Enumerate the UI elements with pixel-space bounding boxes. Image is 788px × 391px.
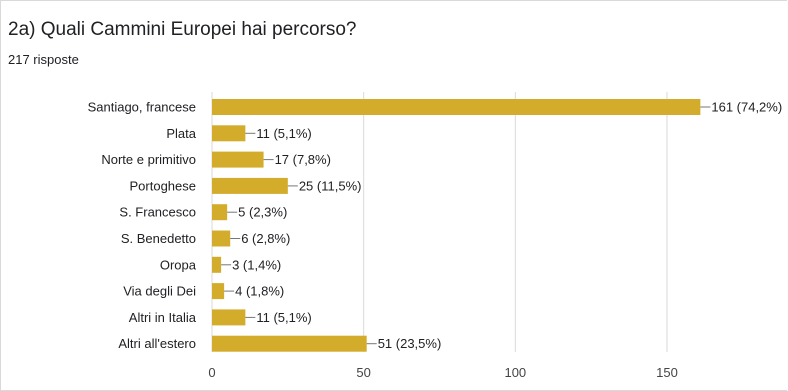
category-label: S. Benedetto [121, 231, 196, 246]
x-tick-label: 50 [356, 365, 370, 380]
data-label: 5 (2,3%) [238, 205, 287, 220]
response-count: 217 risposte [8, 52, 79, 67]
bar [212, 177, 288, 194]
bar [212, 151, 264, 168]
question-title: 2a) Quali Cammini Europei hai percorso? [8, 19, 357, 40]
data-label: 11 (5,1%) [256, 310, 311, 325]
bar [212, 230, 231, 247]
category-label: Santiago, francese [88, 100, 196, 115]
x-tick-label: 0 [208, 365, 215, 380]
bars [212, 99, 701, 352]
labels: 0 50 100 150 Santiago, francese 161 (74,2%) Pl… [88, 100, 783, 381]
x-tick-label: 100 [504, 365, 526, 380]
category-label: Altri in Italia [129, 310, 197, 325]
data-label: 4 (1,8%) [235, 284, 284, 299]
data-label: 17 (7,8%) [275, 152, 331, 167]
category-label: Plata [166, 126, 196, 141]
bar [212, 256, 222, 273]
category-label: Via degli Dei [123, 284, 196, 299]
bar [212, 309, 246, 326]
data-label: 25 (11,5%) [299, 178, 362, 193]
bar [212, 283, 225, 300]
data-label: 6 (2,8%) [241, 231, 290, 246]
data-label: 161 (74,2%) [711, 100, 782, 115]
category-label: S. Francesco [119, 205, 196, 220]
bar [212, 125, 246, 142]
x-tick-label: 150 [656, 365, 678, 380]
data-label: 3 (1,4%) [232, 257, 281, 272]
bar [212, 335, 367, 352]
data-label: 11 (5,1%) [256, 126, 311, 141]
bar [212, 99, 701, 115]
data-label: 51 (23,5%) [378, 336, 442, 351]
category-label: Oropa [160, 257, 197, 272]
category-label: Altri all'estero [118, 336, 196, 351]
category-label: Norte e primitivo [101, 152, 196, 167]
bar [212, 204, 228, 221]
category-label: Portoghese [130, 178, 197, 193]
